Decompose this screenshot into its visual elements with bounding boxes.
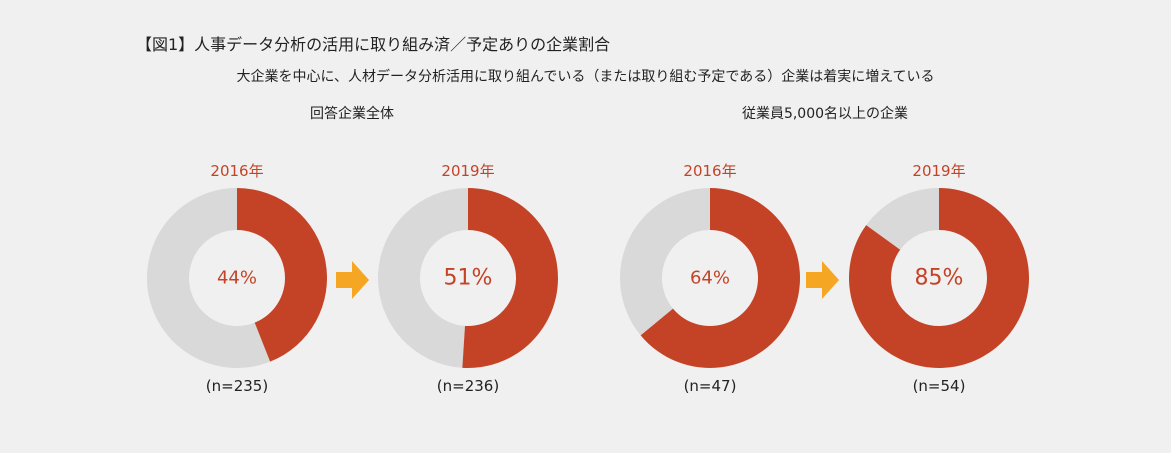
sample-size-label: (n=47) <box>684 377 737 395</box>
donut-value-slice <box>849 188 1029 368</box>
percent-label: 44% <box>217 268 257 289</box>
figure-subtitle: 大企業を中心に、人材データ分析活用に取り組んでいる（または取り組む予定である）企… <box>236 69 935 85</box>
donut-value-slice <box>640 188 800 368</box>
sample-size-label: (n=54) <box>913 377 966 395</box>
donut-value-slice <box>237 188 327 362</box>
donut-remainder-slice <box>146 188 271 368</box>
sample-size-label: (n=236) <box>437 377 499 395</box>
year-label: 2019年 <box>441 162 494 180</box>
sample-size-label: (n=235) <box>206 377 268 395</box>
percent-label: 64% <box>690 268 730 289</box>
donut-remainder-slice <box>619 188 710 336</box>
year-label: 2019年 <box>912 162 965 180</box>
percent-label: 51% <box>444 266 493 291</box>
donut-value-slice <box>462 188 558 368</box>
group-label-large: 従業員5,000名以上の企業 <box>741 106 909 122</box>
arrow-icon <box>806 261 839 299</box>
year-label: 2016年 <box>210 162 263 180</box>
group-label-all: 回答企業全体 <box>310 106 394 122</box>
year-label: 2016年 <box>683 162 736 180</box>
percent-label: 85% <box>915 266 964 291</box>
donut-remainder-slice <box>377 188 468 368</box>
arrow-icon <box>336 261 369 299</box>
donut-remainder-slice <box>866 188 939 250</box>
figure-title: 【図1】人事データ分析の活用に取り組み済／予定ありの企業割合 <box>136 35 611 54</box>
